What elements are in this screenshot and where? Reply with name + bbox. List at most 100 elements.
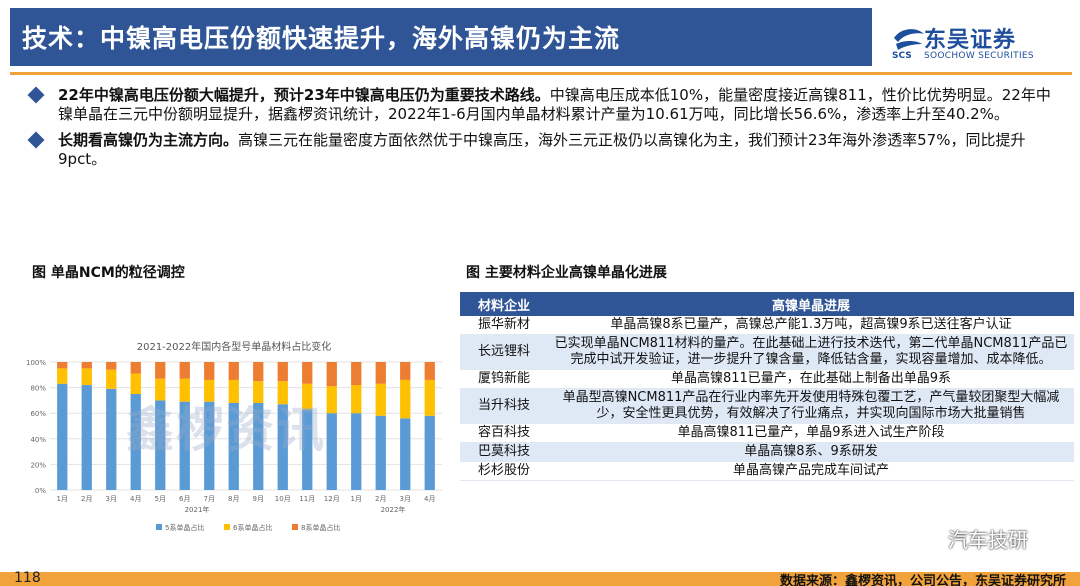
x-tick-label: 12月 — [324, 495, 340, 503]
bar-segment — [302, 383, 313, 410]
bar-segment — [228, 402, 239, 490]
page-number: 118 — [14, 570, 41, 586]
legend-label: 8系单晶占比 — [301, 523, 340, 532]
bar-segment — [400, 362, 411, 380]
company-cell: 当升科技 — [460, 388, 548, 424]
company-cell: 容百科技 — [460, 423, 548, 443]
company-cell: 长远锂科 — [460, 334, 548, 370]
x-tick-label: 1月 — [351, 495, 362, 503]
legend-swatch — [156, 524, 162, 530]
legend-label: 5系单晶占比 — [165, 523, 204, 532]
bar-segment — [179, 401, 190, 490]
chart-caption: 图 单晶NCM的粒径调控 — [32, 265, 185, 281]
table-row: 振华新材 单晶高镍8系已量产，高镍总产能1.3万吨，超高镍9系已送往客户认证 — [460, 316, 1074, 335]
bar-segment — [57, 362, 68, 369]
x-tick-label: 4月 — [130, 495, 141, 503]
bullet-heading: 22年中镍高电压份额大幅提升，预计23年中镍高电压仍为重要技术路线。 — [58, 86, 550, 104]
x-tick-label: 3月 — [400, 495, 411, 503]
column-header-company: 材料企业 — [460, 292, 548, 316]
table-row: 长远锂科 已实现单晶NCM811材料的量产。在此基础上进行技术迭代，第二代单晶N… — [460, 334, 1074, 370]
bar-segment — [253, 381, 264, 403]
bar-segment — [179, 362, 190, 379]
progress-cell: 已实现单晶NCM811材料的量产。在此基础上进行技术迭代，第二代单晶NCM811… — [548, 334, 1074, 370]
bar-segment — [277, 362, 288, 382]
bar-segment — [204, 401, 215, 490]
title-bar: 技术：中镍高电压份额快速提升，海外高镍仍为主流 — [10, 8, 872, 66]
logo-name-cn: 东吴证券 — [924, 28, 1017, 53]
bar-segment — [106, 388, 117, 490]
progress-cell: 单晶高镍产品完成车间试产 — [548, 461, 1074, 481]
bar-segment — [81, 385, 92, 490]
y-tick-label: 60% — [30, 410, 46, 418]
wechat-icon — [916, 528, 942, 549]
wechat-watermark: 汽车技研 — [916, 524, 1028, 553]
legend-swatch — [224, 524, 230, 530]
bar-segment — [326, 386, 337, 414]
bar-segment — [155, 400, 166, 490]
bar-segment — [277, 381, 288, 405]
progress-cell: 单晶高镍8系、9系研发 — [548, 442, 1074, 462]
x-tick-label: 8月 — [228, 495, 239, 503]
bar-segment — [204, 379, 215, 402]
chart-area: 2021-2022年国内各型号单晶材料占比变化 0% 20% 40% 60% 80% 10… — [16, 330, 452, 550]
bar-segment — [424, 379, 435, 416]
company-cell: 振华新材 — [460, 316, 548, 335]
bar-segment — [253, 402, 264, 490]
footer-bar — [0, 572, 1080, 586]
source-note: 数据来源：鑫椤资讯，公司公告，东吴证券研究所 — [779, 574, 1066, 586]
bar-segment — [179, 378, 190, 402]
chart-title: 2021-2022年国内各型号单晶材料占比变化 — [136, 342, 332, 353]
progress-cell: 单晶高镍8系已量产，高镍总产能1.3万吨，超高镍9系已送往客户认证 — [548, 316, 1074, 335]
x-tick-label: 1月 — [57, 495, 68, 503]
progress-table: 材料企业 高镍单晶进展 振华新材 单晶高镍8系已量产，高镍总产能1.3万吨，超高… — [460, 292, 1074, 481]
bullet-item: 22年中镍高电压份额大幅提升，预计23年中镍高电压仍为重要技术路线。中镍高电压成… — [24, 86, 1054, 123]
bar-segment — [375, 415, 386, 490]
x-tick-label: 6月 — [179, 495, 190, 503]
progress-cell: 单晶型高镍NCM811产品在行业内率先开发使用特殊包覆工艺，产气量较团聚型大幅减… — [548, 388, 1074, 424]
x-tick-label: 4月 — [424, 495, 435, 503]
x-tick-label: 2月 — [375, 495, 386, 503]
table-row: 厦钨新能 单晶高镍811已量产，在此基础上制备出单晶9系 — [460, 369, 1074, 389]
company-cell: 厦钨新能 — [460, 369, 548, 389]
bullet-text: 高镍三元在能量密度方面依然优于中镍高压，海外三元正极仍以高镍化为主，我们预计23… — [58, 131, 1026, 168]
bar-segment — [253, 362, 264, 382]
diamond-bullet-icon — [27, 86, 45, 104]
page-title: 技术：中镍高电压份额快速提升，海外高镍仍为主流 — [22, 24, 621, 53]
bar-segment — [130, 394, 141, 490]
x-tick-label: 7月 — [204, 495, 215, 503]
legend-label: 6系单晶占比 — [233, 523, 272, 532]
title-divider — [10, 72, 1072, 75]
table-row: 巴莫科技 单晶高镍8系、9系研发 — [460, 442, 1074, 462]
progress-cell: 单晶高镍811已量产，单晶9系进入试生产阶段 — [548, 423, 1074, 443]
table-row: 容百科技 单晶高镍811已量产，单晶9系进入试生产阶段 — [460, 423, 1074, 443]
bar-segment — [130, 362, 141, 374]
bullet-text: 中镍高电压成本低10%，能量密度接近高镍811，性价比优势明显。22年中镍单晶在… — [58, 86, 1051, 123]
bar-segment — [326, 413, 337, 490]
bar-segment — [424, 362, 435, 380]
x-tick-label: 2月 — [81, 495, 92, 503]
x-tick-label: 10月 — [275, 495, 291, 503]
bar-segment — [400, 418, 411, 490]
bar-segment — [424, 415, 435, 490]
x-tick-label: 11月 — [299, 495, 315, 503]
bar-segment — [228, 362, 239, 380]
bar-segment — [228, 379, 239, 403]
bar-segment — [57, 383, 68, 490]
bullet-list: 22年中镍高电压份额大幅提升，预计23年中镍高电压仍为重要技术路线。中镍高电压成… — [24, 86, 1054, 176]
bar-segment — [375, 383, 386, 416]
y-tick-label: 80% — [30, 385, 46, 393]
table-caption: 图 主要材料企业高镍单晶化进展 — [466, 265, 667, 281]
bar-segment — [106, 362, 117, 370]
company-logo: SCS 东吴证券 SOOCHOW SECURITIES — [890, 22, 1070, 66]
table-row: 杉杉股份 单晶高镍产品完成车间试产 — [460, 461, 1074, 481]
year-label: 2022年 — [381, 505, 406, 514]
stacked-bar-chart: 0% 20% 40% 60% 80% 100% 1月 2月 3月 4月 5月 6月 7月 8月 9月 10月 1… — [26, 359, 442, 532]
bar-segment — [351, 413, 362, 490]
column-header-progress: 高镍单晶进展 — [548, 292, 1074, 316]
bar-segment — [375, 362, 386, 384]
bar-segment — [204, 362, 215, 380]
bar-segment — [81, 368, 92, 386]
chart-watermark: 鑫椤资讯 — [126, 402, 327, 458]
wechat-label: 汽车技研 — [948, 528, 1028, 552]
